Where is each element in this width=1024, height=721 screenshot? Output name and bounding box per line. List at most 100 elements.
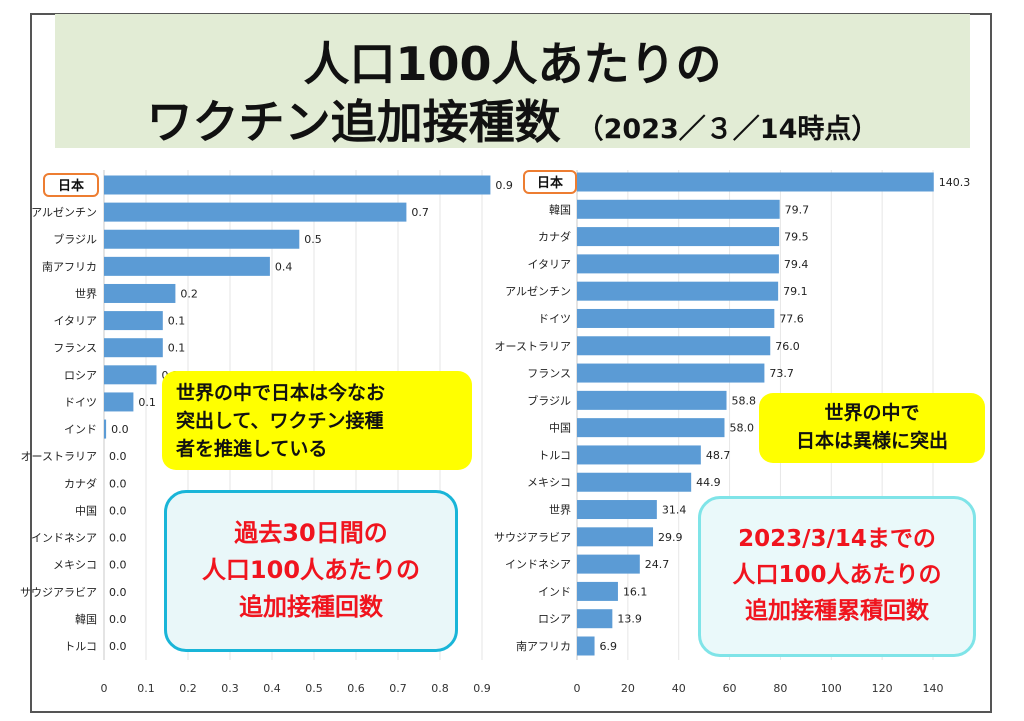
chart2-category-label: インド bbox=[538, 585, 571, 598]
chart2-bar bbox=[577, 227, 780, 247]
chart1-category-label: オーストラリア bbox=[21, 450, 97, 463]
chart2-data-label: 79.4 bbox=[784, 258, 809, 271]
label-box-left-line-2: 人口100人あたりの bbox=[201, 556, 421, 584]
title-line-1: 人口100人あたりの bbox=[303, 37, 722, 91]
chart1-data-label: 0.0 bbox=[109, 477, 127, 490]
note-right: 世界の中で 日本は異様に突出 bbox=[759, 393, 985, 463]
chart1-data-label: 0.0 bbox=[109, 450, 127, 463]
chart1-data-label: 0.1 bbox=[168, 342, 186, 355]
chart1-category-label: 世界 bbox=[75, 287, 97, 300]
chart1-data-label: 0.1 bbox=[138, 396, 156, 409]
chart2-bar bbox=[577, 636, 595, 656]
chart1-bar bbox=[104, 256, 270, 276]
label-box-right-line-3: 追加接種累積回数 bbox=[745, 598, 929, 624]
chart2-bar bbox=[577, 363, 765, 383]
chart2-category-label: ロシア bbox=[538, 613, 571, 626]
chart2-data-label: 48.7 bbox=[706, 449, 731, 462]
note-right-line-1: 世界の中で bbox=[824, 402, 920, 424]
chart2-category-label: アルゼンチン bbox=[505, 285, 571, 298]
chart2-data-label: 16.1 bbox=[623, 585, 648, 598]
chart1-category-label: 韓国 bbox=[75, 613, 97, 626]
chart1-x-tick-label: 0.8 bbox=[431, 682, 449, 695]
chart2-bar bbox=[577, 390, 727, 410]
chart1-data-label: 0.4 bbox=[275, 260, 293, 273]
chart1-x-tick-label: 0.7 bbox=[389, 682, 407, 695]
chart2-x-tick-label: 20 bbox=[621, 682, 635, 695]
chart1-bar bbox=[104, 338, 163, 358]
title-banner: 人口100人あたりの ワクチン追加接種数 （2023／３／14時点） bbox=[55, 14, 970, 149]
chart2-category-label: サウジアラビア bbox=[494, 531, 571, 544]
note-left-line-2: 突出して、ワクチン接種 bbox=[176, 410, 384, 432]
chart1-bar bbox=[104, 202, 407, 222]
title-main: ワクチン追加接種数 bbox=[146, 95, 561, 149]
chart1-category-label: インド bbox=[64, 423, 97, 436]
chart2-data-label: 13.9 bbox=[617, 613, 642, 626]
chart2-bar bbox=[577, 609, 613, 629]
chart2-data-label: 29.9 bbox=[658, 531, 683, 544]
chart2-bar bbox=[577, 445, 701, 465]
chart2-data-label: 58.8 bbox=[732, 394, 757, 407]
chart2-category-label: イタリア bbox=[527, 258, 571, 271]
chart1-bar bbox=[104, 392, 134, 412]
chart1-category-label: カナダ bbox=[64, 476, 97, 490]
note-left: 世界の中で日本は今なお 突出して、ワクチン接種 者を推進している bbox=[162, 371, 472, 470]
label-box-right-line-1: 2023/3/14までの bbox=[738, 526, 936, 552]
chart2-bar bbox=[577, 581, 618, 601]
chart2-data-label: 73.7 bbox=[769, 367, 794, 380]
chart2-category-label: ブラジル bbox=[527, 393, 571, 407]
chart1-category-label: ロシア bbox=[64, 369, 97, 382]
chart2-highlight-box bbox=[523, 170, 577, 194]
chart2-x-tick-label: 100 bbox=[821, 682, 842, 695]
chart2-bar bbox=[577, 527, 654, 547]
chart1-category-label: サウジアラビア bbox=[20, 586, 97, 599]
chart1-bar bbox=[104, 311, 163, 331]
chart1-data-label: 0.1 bbox=[168, 315, 186, 328]
chart2-x-tick-label: 0 bbox=[574, 682, 581, 695]
chart2-bar bbox=[577, 281, 779, 301]
chart2-bar bbox=[577, 308, 775, 328]
chart2-category-label: 日本 bbox=[537, 175, 563, 191]
title-line-2: ワクチン追加接種数 （2023／３／14時点） bbox=[55, 86, 970, 152]
chart1-category-label: ブラジル bbox=[53, 232, 97, 246]
chart2-x-tick-label: 60 bbox=[723, 682, 737, 695]
chart1-category-label: フランス bbox=[53, 342, 97, 355]
chart2-data-label: 24.7 bbox=[645, 558, 670, 571]
chart1-category-label: インドネシア bbox=[31, 532, 97, 545]
chart1-x-tick-label: 0.2 bbox=[179, 682, 197, 695]
chart2-category-label: ドイツ bbox=[538, 312, 571, 325]
chart1-bar bbox=[104, 229, 300, 249]
chart2-bar bbox=[577, 172, 934, 192]
label-box-right: 2023/3/14までの 人口100人あたりの 追加接種累積回数 bbox=[698, 496, 976, 657]
chart2-data-label: 76.0 bbox=[775, 340, 800, 353]
chart1-data-label: 0.0 bbox=[109, 640, 127, 653]
note-right-line-2: 日本は異様に突出 bbox=[795, 430, 948, 452]
chart1-data-label: 0.7 bbox=[411, 206, 429, 219]
chart1-x-tick-label: 0.4 bbox=[263, 682, 281, 695]
chart2-data-label: 77.6 bbox=[779, 312, 804, 325]
chart1-x-tick-label: 0.5 bbox=[305, 682, 323, 695]
chart2-category-label: メキシコ bbox=[527, 476, 571, 489]
chart2-bar bbox=[577, 500, 657, 520]
chart1-bar bbox=[104, 365, 157, 385]
chart1-data-label: 0.0 bbox=[109, 559, 127, 572]
chart1-x-tick-label: 0.9 bbox=[473, 682, 491, 695]
chart2-data-label: 58.0 bbox=[729, 422, 754, 435]
title-date: （2023／３／14時点） bbox=[576, 114, 879, 145]
chart1-category-label: アルゼンチン bbox=[31, 206, 97, 219]
chart1-bar bbox=[104, 419, 107, 439]
chart2-bar bbox=[577, 199, 780, 219]
chart1-category-label: イタリア bbox=[53, 315, 97, 328]
chart2-category-label: 韓国 bbox=[549, 203, 571, 216]
chart1-data-label: 0.9 bbox=[495, 179, 513, 192]
chart2-category-label: 南アフリカ bbox=[516, 640, 571, 653]
chart1-highlight-box bbox=[43, 173, 99, 197]
chart1-x-tick-label: 0.1 bbox=[137, 682, 155, 695]
chart2-data-label: 140.3 bbox=[939, 176, 971, 189]
chart2-bar bbox=[577, 254, 779, 274]
chart1-x-tick-label: 0 bbox=[101, 682, 108, 695]
chart2-category-label: オーストラリア bbox=[495, 340, 571, 353]
chart1-x-tick-label: 0.6 bbox=[347, 682, 365, 695]
chart2-data-label: 6.9 bbox=[600, 640, 618, 653]
